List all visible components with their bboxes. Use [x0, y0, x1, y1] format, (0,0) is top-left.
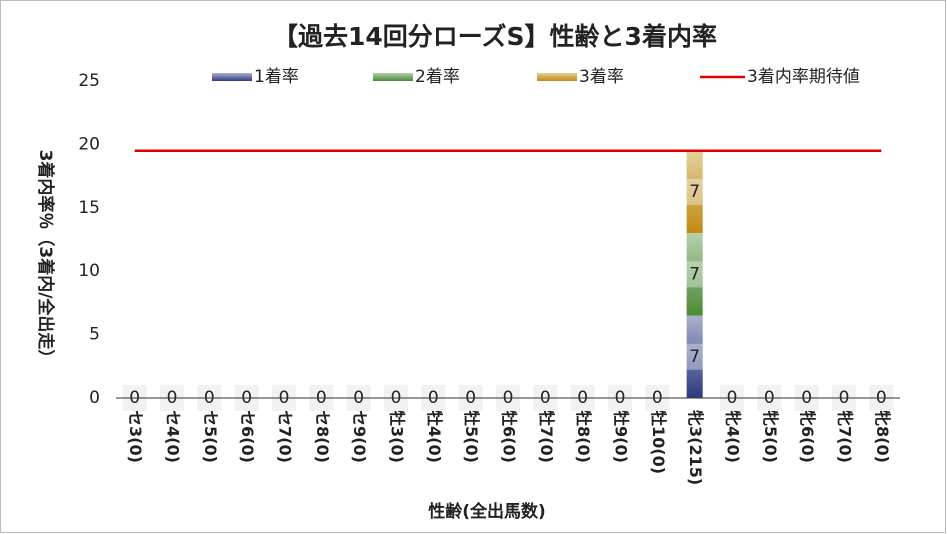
- x-tick-label: セ7(0): [276, 410, 295, 463]
- x-tick-label: セ4(0): [164, 410, 183, 463]
- legend-label: 3着内率期待値: [747, 67, 860, 87]
- legend-swatch: [537, 73, 577, 81]
- x-tick-label: 牝5(0): [761, 410, 780, 463]
- chart-title: 【過去14回分ローズS】性齢と3着内率: [273, 22, 717, 51]
- bar-segment: [686, 315, 703, 398]
- x-tick-label: 牡7(0): [537, 410, 556, 463]
- data-label-bg: [682, 261, 707, 288]
- x-tick-label: 牡9(0): [612, 410, 631, 463]
- y-tick-label: 15: [78, 198, 100, 218]
- x-tick-label: 牝4(0): [724, 410, 743, 463]
- y-tick-label: 10: [78, 261, 100, 281]
- y-tick-label: 25: [78, 71, 100, 91]
- y-axis-title: 3着内率％（3着内/全出走）: [35, 150, 56, 367]
- x-tick-label: セ8(0): [313, 410, 332, 463]
- legend-label: 3着率: [579, 67, 624, 87]
- bar-segment: [686, 233, 703, 316]
- data-label: 7: [689, 347, 700, 367]
- legend-label: 2着率: [415, 67, 460, 87]
- x-tick-label: 牡4(0): [425, 410, 444, 463]
- legend-swatch: [373, 73, 413, 81]
- bar-segment: [686, 150, 703, 234]
- x-tick-label: 牡6(0): [500, 410, 519, 463]
- x-tick-label: 牝8(0): [873, 410, 892, 463]
- x-tick-label: セ5(0): [201, 410, 220, 463]
- x-tick-label: 牡8(0): [574, 410, 593, 463]
- x-tick-label: 牝7(0): [836, 410, 855, 463]
- x-tick-label: セ3(0): [126, 410, 145, 463]
- legend-swatch: [212, 73, 252, 81]
- data-label-bg: [682, 178, 707, 205]
- x-tick-label: 牡3(0): [388, 410, 407, 463]
- data-label-bg: [682, 343, 707, 370]
- x-tick-label: 牝3(215): [686, 410, 705, 485]
- y-tick-label: 20: [78, 134, 100, 154]
- x-axis-title: 性齢(全出馬数): [428, 501, 546, 522]
- x-tick-label: セ9(0): [350, 410, 369, 463]
- x-tick-label: セ6(0): [238, 410, 257, 463]
- x-tick-label: 牡10(0): [649, 410, 668, 474]
- y-tick-label: 0: [89, 388, 100, 408]
- x-tick-label: 牝6(0): [798, 410, 817, 463]
- data-label: 7: [689, 182, 700, 202]
- y-tick-label: 5: [89, 325, 100, 345]
- x-tick-label: 牡5(0): [462, 410, 481, 463]
- data-label: 7: [689, 264, 700, 284]
- legend-label: 1着率: [254, 67, 299, 87]
